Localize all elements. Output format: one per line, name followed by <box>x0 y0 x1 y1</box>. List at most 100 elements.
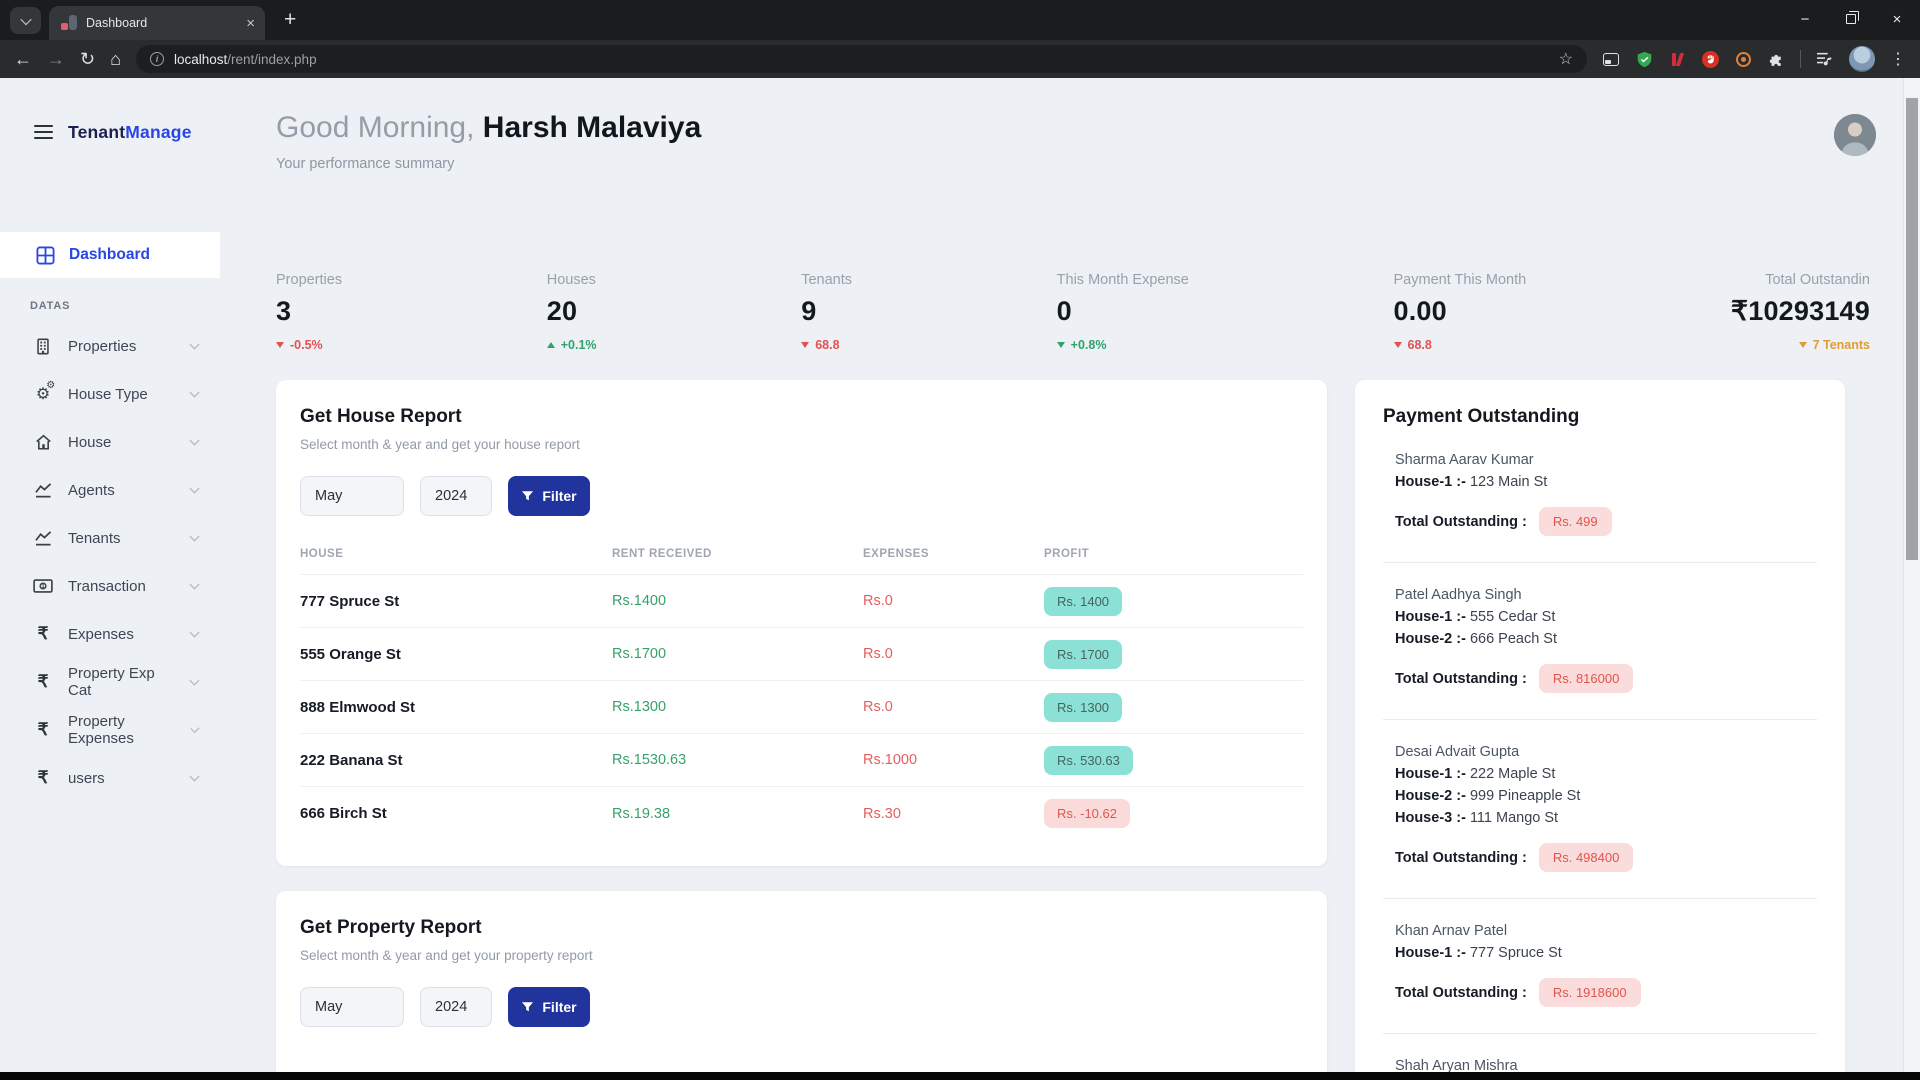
tab-close-icon[interactable]: × <box>246 14 255 32</box>
cell-house: 666 Birch St <box>300 805 387 822</box>
table-header: HOUSE RENT RECEIVED EXPENSES PROFIT <box>300 548 1303 575</box>
stat-delta: 7 Tenants <box>1731 338 1870 352</box>
bookmark-star-icon[interactable]: ☆ <box>1558 51 1573 68</box>
sidebar-item-label: users <box>68 769 105 787</box>
browser-menu-icon[interactable]: ⋮ <box>1890 51 1906 68</box>
sidebar-item-house-type[interactable]: ⚙ ⚙ House Type <box>0 370 220 418</box>
cell-rent: Rs.1530.63 <box>612 752 687 768</box>
toolbar-divider <box>1800 50 1801 68</box>
browser-tab[interactable]: Dashboard × <box>49 6 265 40</box>
red-bars-extension-icon[interactable] <box>1668 50 1686 68</box>
table-row: 555 Orange St Rs.1700 Rs.0 Rs. 1700 <box>300 628 1303 681</box>
sidebar-item-label: Agents <box>68 481 115 499</box>
year-select[interactable]: 2024 <box>420 476 492 516</box>
filter-button[interactable]: Filter <box>508 987 590 1027</box>
stat-delta: 68.8 <box>1393 338 1527 352</box>
payment-entry: Desai Advait Gupta House-1 :- 222 Maple … <box>1383 720 1817 899</box>
house-line: House-2 :- 999 Pineapple St <box>1395 788 1581 804</box>
sidebar-item-label: House Type <box>68 385 148 403</box>
profit-badge: Rs. 1300 <box>1044 692 1123 722</box>
property-report-controls: May 2024 Filter <box>300 987 1303 1027</box>
browser-profile-avatar[interactable] <box>1849 46 1875 72</box>
dashboard-grid-icon <box>34 246 56 265</box>
url-text: localhost/rent/index.php <box>174 52 1549 67</box>
page-subtitle: Your performance summary <box>276 156 455 172</box>
tab-search-button[interactable] <box>10 7 41 34</box>
arrow-up-icon <box>546 342 555 348</box>
card-subtitle: Select month & year and get your propert… <box>300 948 593 963</box>
tenant-name: Patel Aadhya Singh <box>1395 587 1522 603</box>
cell-rent: Rs.1700 <box>612 646 667 662</box>
back-icon[interactable]: ← <box>14 49 32 69</box>
chevron-down-icon <box>189 387 200 398</box>
url-path: /rent/index.php <box>227 51 317 67</box>
hamburger-menu-icon[interactable] <box>34 124 53 140</box>
stat-label: Tenants <box>801 272 852 288</box>
shield-extension-icon[interactable] <box>1635 50 1653 68</box>
cell-expenses: Rs.0 <box>863 699 893 715</box>
sidebar-item-house[interactable]: House <box>0 418 220 466</box>
sidebar-item-transaction[interactable]: 1 Transaction <box>0 562 220 610</box>
stat-houses: Houses 20 +0.1% <box>546 272 597 352</box>
sidebar-item-dashboard[interactable]: Dashboard <box>0 232 220 278</box>
month-select[interactable]: May <box>300 476 404 516</box>
house-line: House-2 :- 666 Peach St <box>1395 631 1558 647</box>
stat-label: Total Outstandin <box>1765 272 1870 288</box>
sidebar-item-tenants[interactable]: Tenants <box>0 514 220 562</box>
restore-button[interactable] <box>1828 0 1874 38</box>
sidebar-item-agents[interactable]: Agents <box>0 466 220 514</box>
page-scrollbar-track[interactable] <box>1903 78 1920 1072</box>
picture-in-picture-icon[interactable] <box>1602 50 1620 68</box>
sidebar-item-property-expenses[interactable]: ₹ Property Expenses <box>0 706 220 754</box>
gears-icon: ⚙ ⚙ <box>35 380 56 403</box>
sidebar-item-properties[interactable]: Properties <box>0 322 220 370</box>
rupee-icon: ₹ <box>37 768 49 787</box>
chevron-down-icon <box>189 483 200 494</box>
year-select[interactable]: 2024 <box>420 987 492 1027</box>
chevron-down-icon <box>189 627 200 638</box>
sidebar-item-property-exp-cat[interactable]: ₹ Property Exp Cat <box>0 658 220 706</box>
browser-toolbar: ← → ↻ ⌂ i localhost/rent/index.php ☆ ⋮ <box>0 40 1920 78</box>
stat-value: 0.00 <box>1393 296 1447 326</box>
site-favicon-icon <box>61 15 77 31</box>
browser-tabstrip: Dashboard × + − × <box>0 0 1920 40</box>
cell-expenses: Rs.0 <box>863 593 893 609</box>
app-viewport: TenantManage Dashboard DATAS Properties … <box>0 78 1920 1072</box>
user-avatar[interactable] <box>1834 114 1876 156</box>
profit-badge: Rs. -10.62 <box>1044 799 1130 828</box>
user-name: Harsh Malaviya <box>482 111 702 144</box>
forward-icon[interactable]: → <box>47 49 65 69</box>
window-controls: − × <box>1782 0 1920 38</box>
chevron-down-icon <box>189 531 200 542</box>
sidebar-item-expenses[interactable]: ₹ Expenses <box>0 610 220 658</box>
payment-outstanding-card: Payment Outstanding Sharma Aarav Kumar H… <box>1355 380 1845 1072</box>
line-chart-icon <box>32 530 54 547</box>
house-line: House-1 :- 222 Maple St <box>1395 766 1556 782</box>
address-bar[interactable]: i localhost/rent/index.php ☆ <box>135 45 1587 73</box>
close-window-button[interactable]: × <box>1892 10 1902 28</box>
reload-icon[interactable]: ↻ <box>80 49 96 69</box>
minimize-button[interactable]: − <box>1800 10 1810 28</box>
sidebar-item-label: Expenses <box>68 625 134 643</box>
filter-button[interactable]: Filter <box>508 476 590 516</box>
extensions-row: ⋮ <box>1602 46 1906 72</box>
stat-value: 9 <box>801 296 817 326</box>
chevron-down-icon <box>189 675 200 686</box>
sidebar-item-label: Dashboard <box>69 246 150 263</box>
table-row: 666 Birch St Rs.19.38 Rs.30 Rs. -10.62 <box>300 787 1303 840</box>
site-info-icon[interactable]: i <box>149 52 164 66</box>
col-expenses: EXPENSES <box>863 548 929 560</box>
arrow-down-icon <box>276 342 284 348</box>
stat-delta: +0.1% <box>546 338 597 352</box>
month-select[interactable]: May <box>300 987 404 1027</box>
sidebar-item-users[interactable]: ₹ users <box>0 754 220 802</box>
orange-ring-extension-icon[interactable] <box>1734 50 1752 68</box>
extensions-puzzle-icon[interactable] <box>1767 50 1785 68</box>
page-scrollbar-thumb[interactable] <box>1906 98 1918 560</box>
amount-badge: Rs. 499 <box>1538 507 1612 536</box>
new-tab-button[interactable]: + <box>284 8 297 31</box>
hand-blocker-extension-icon[interactable] <box>1701 50 1719 68</box>
home-icon[interactable]: ⌂ <box>110 49 121 69</box>
media-controls-icon[interactable] <box>1816 50 1834 68</box>
